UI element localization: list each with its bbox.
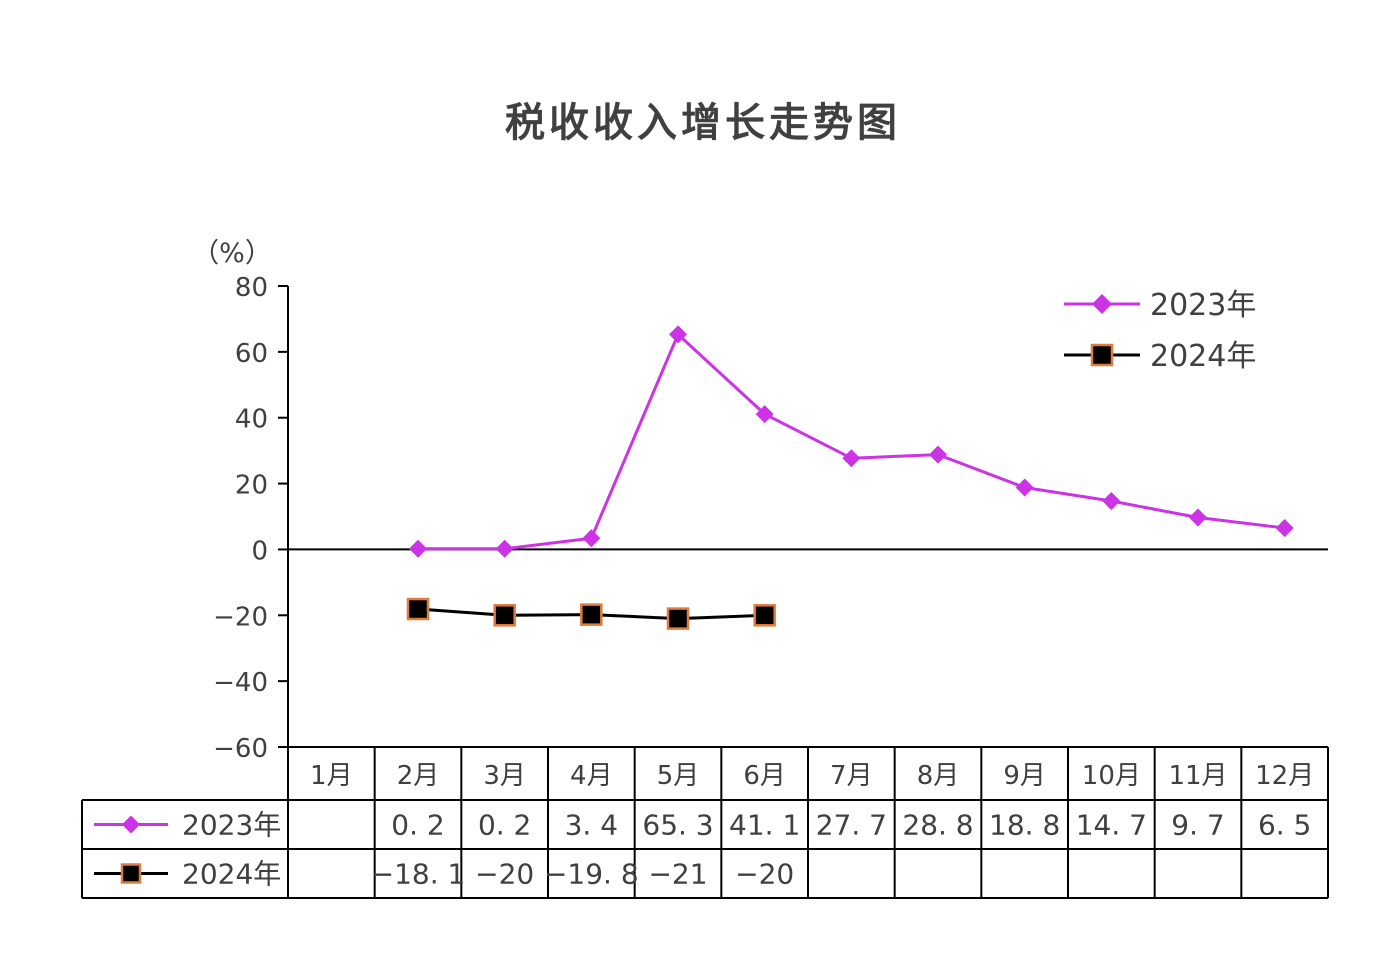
data-label: −21 (648, 858, 707, 891)
legend-label: 2023年 (1150, 288, 1256, 323)
y-tick-label: 80 (235, 273, 268, 303)
y-axis (278, 285, 1328, 898)
category-label: 10月 (1082, 761, 1141, 791)
table-series-name: 2023年 (182, 809, 281, 842)
category-label: 9月 (1003, 761, 1046, 791)
legend-marker (1090, 343, 1114, 367)
table-key-marker (120, 863, 142, 884)
category-label: 11月 (1168, 761, 1227, 791)
data-label: −18. 1 (371, 858, 466, 891)
data-point (1102, 492, 1121, 511)
y-axis-unit-label: （%） (192, 238, 272, 269)
data-label: 18. 8 (989, 809, 1060, 842)
series-lines (406, 325, 1294, 630)
category-label: 3月 (483, 761, 526, 791)
data-point (582, 529, 601, 548)
data-point (406, 597, 430, 621)
category-label: 5月 (657, 761, 700, 791)
data-label: −20 (735, 858, 794, 891)
data-label: −19. 8 (544, 858, 639, 891)
y-tick-label: 40 (235, 405, 268, 435)
data-point (1189, 508, 1207, 527)
category-labels: 1月 2月 3月 4月 5月 6月 7月 8月 9月 10月 11月 12月 (310, 761, 1314, 791)
y-tick-label: 20 (235, 471, 268, 501)
data-label: 0. 2 (391, 809, 444, 842)
data-label: −20 (475, 858, 534, 891)
legend-marker (1092, 294, 1112, 314)
legend-label: 2024年 (1150, 339, 1256, 374)
y-tick-labels: 80 60 40 20 0 −20 −40 −60 (213, 273, 268, 764)
category-label: 7月 (830, 761, 873, 791)
data-point (580, 603, 603, 626)
table-series-name: 2024年 (182, 858, 281, 891)
data-table: 2023年 0. 2 0. 2 3. 4 65. 3 41. 1 27. 7 28. 8 18.… (94, 809, 1311, 891)
data-label: 6. 5 (1258, 809, 1311, 842)
data-label: 9. 7 (1171, 809, 1224, 842)
data-label: 27. 7 (816, 809, 887, 842)
category-label: 12月 (1255, 761, 1314, 791)
category-label: 2月 (397, 761, 440, 791)
data-label: 14. 7 (1076, 809, 1147, 842)
data-label: 3. 4 (565, 809, 618, 842)
category-label: 6月 (743, 761, 786, 791)
data-point (1275, 519, 1294, 538)
table-key-marker (122, 815, 140, 834)
y-tick-label: −60 (213, 734, 268, 764)
y-tick-label: −40 (213, 668, 268, 698)
data-point (929, 445, 947, 464)
data-point (409, 539, 427, 558)
table-grid (81, 746, 1329, 899)
data-point (669, 325, 687, 344)
data-point (495, 539, 514, 558)
category-label: 8月 (917, 761, 960, 791)
data-point (666, 607, 690, 630)
data-point (755, 405, 774, 424)
category-label: 4月 (570, 761, 613, 791)
data-point (1015, 478, 1034, 497)
y-tick-label: 0 (251, 536, 268, 566)
y-tick-label: 60 (235, 339, 268, 369)
data-point (753, 604, 776, 627)
y-tick-label: −20 (213, 602, 268, 632)
data-label: 0. 2 (478, 809, 531, 842)
data-point (842, 449, 861, 468)
data-label: 65. 3 (642, 809, 713, 842)
data-point (493, 604, 516, 627)
data-label: 41. 1 (729, 809, 800, 842)
data-label: 28. 8 (902, 809, 973, 842)
chart-title: 税收收入增长走势图 (505, 100, 901, 146)
category-label: 1月 (310, 761, 353, 791)
legend: 2023年 2024年 (1064, 288, 1256, 374)
